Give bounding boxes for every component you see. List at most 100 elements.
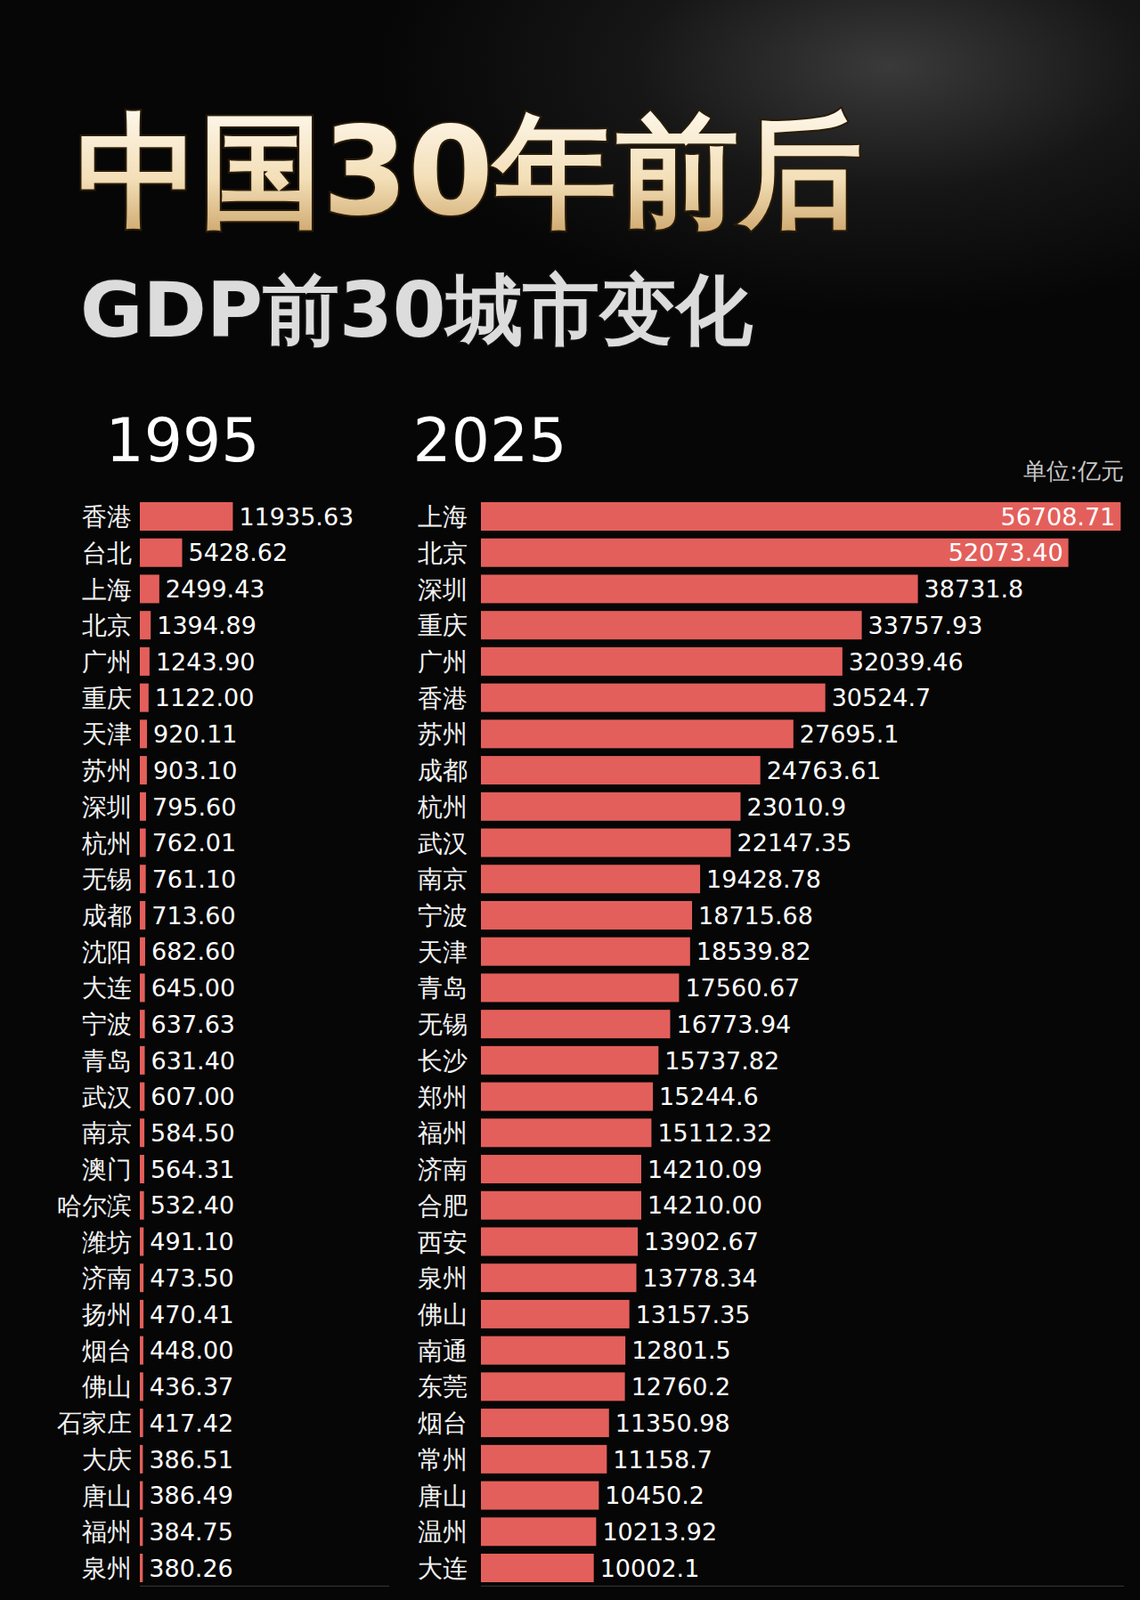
category-label: 苏州 [417, 719, 468, 750]
bar [139, 792, 147, 822]
category-label: 澳门 [81, 1155, 132, 1185]
bar [480, 684, 826, 713]
data-label: 32039.46 [848, 648, 964, 676]
bar [480, 1554, 595, 1583]
data-label: 15112.32 [657, 1119, 773, 1148]
data-label: 11935.63 [238, 503, 354, 531]
bar [480, 1009, 670, 1039]
category-label: 上海 [417, 502, 468, 532]
bar [480, 792, 741, 822]
data-label: 386.49 [148, 1482, 233, 1510]
data-label: 38731.8 [924, 575, 1025, 603]
bar [139, 937, 146, 967]
bar [480, 1191, 642, 1221]
category-label: 合肥 [417, 1191, 468, 1222]
data-label: 10213.92 [602, 1518, 717, 1547]
bar [139, 1191, 145, 1221]
bar [139, 684, 149, 713]
data-label: 14210.09 [647, 1156, 763, 1184]
category-label: 成都 [81, 901, 132, 931]
category-label: 潍坊 [81, 1228, 132, 1258]
data-label: 903.10 [153, 757, 237, 785]
bar [480, 1263, 637, 1293]
data-label: 22147.35 [737, 829, 853, 857]
category-label: 无锡 [81, 864, 132, 895]
category-label: 深圳 [81, 792, 132, 823]
data-label: 436.37 [149, 1373, 234, 1401]
bar [139, 901, 146, 930]
bar [480, 901, 693, 930]
category-label: 青岛 [81, 1046, 132, 1076]
data-label: 18539.82 [696, 937, 812, 966]
category-label: 广州 [81, 647, 132, 677]
labels: 香港11935.63台北5428.62上海2499.43北京1394.89广州1… [57, 502, 354, 1584]
category-label: 烟台 [81, 1336, 132, 1367]
category-label: 成都 [417, 756, 468, 786]
data-label: 1243.90 [155, 648, 256, 676]
data-label: 16773.94 [675, 1010, 791, 1039]
category-label: 南京 [81, 1118, 132, 1149]
category-label: 广州 [417, 647, 468, 677]
bar [139, 1046, 146, 1075]
data-label: 19428.78 [706, 865, 822, 894]
category-label: 杭州 [416, 792, 468, 823]
data-label: 13778.34 [643, 1264, 758, 1293]
data-label: 12801.5 [631, 1336, 732, 1365]
data-label: 2499.43 [165, 575, 266, 603]
bar [139, 1009, 146, 1039]
data-label: 532.40 [150, 1191, 235, 1220]
category-label: 重庆 [81, 684, 132, 714]
bar [139, 647, 150, 676]
bar [480, 1227, 638, 1256]
bar [139, 1482, 143, 1511]
bar [139, 719, 147, 749]
bar [480, 538, 1069, 568]
category-label: 东莞 [417, 1372, 468, 1402]
data-label: 713.60 [151, 902, 236, 930]
bar [139, 1372, 144, 1401]
data-label: 491.10 [149, 1228, 234, 1256]
bar [480, 1408, 610, 1438]
category-label: 大庆 [81, 1445, 132, 1475]
data-label: 795.60 [152, 793, 237, 822]
bar [480, 1517, 596, 1547]
data-label: 12760.2 [631, 1373, 732, 1401]
data-label: 448.00 [149, 1336, 234, 1365]
data-label: 33757.93 [868, 611, 984, 640]
category-label: 济南 [417, 1155, 468, 1185]
chart-title: 2025 [412, 405, 567, 476]
category-label: 福州 [417, 1118, 468, 1149]
data-label: 24763.61 [766, 757, 882, 785]
data-label: 23010.9 [746, 793, 847, 822]
category-label: 西安 [417, 1228, 468, 1258]
bar [480, 719, 794, 749]
chart-root: 中国30年前后GDP前30城市变化单位:亿元1995香港11935.63台北54… [0, 0, 1140, 1600]
category-label: 唐山 [81, 1482, 132, 1512]
data-label: 52073.40 [948, 538, 1064, 567]
bar [480, 1482, 599, 1511]
category-label: 杭州 [81, 829, 132, 859]
data-label: 11158.7 [612, 1446, 713, 1474]
data-label: 384.75 [148, 1518, 233, 1547]
labels: 上海56708.71北京52073.40深圳38731.8重庆33757.93广… [416, 502, 1116, 1584]
bar [480, 1372, 626, 1401]
category-label: 北京 [417, 538, 468, 569]
bar [139, 1445, 143, 1474]
axis-line [139, 1586, 390, 1588]
data-label: 417.42 [149, 1409, 234, 1438]
data-label: 682.60 [151, 937, 236, 966]
category-label: 天津 [81, 719, 132, 750]
category-label: 上海 [81, 575, 132, 605]
data-label: 18715.68 [698, 902, 814, 930]
data-label: 13157.35 [635, 1301, 751, 1329]
category-label: 唐山 [417, 1482, 468, 1512]
category-label: 石家庄 [57, 1408, 132, 1439]
category-label: 南京 [417, 864, 468, 895]
data-label: 1122.00 [154, 684, 255, 712]
data-label: 14210.00 [647, 1191, 763, 1220]
title: 中国30年前后 [76, 99, 863, 244]
bar [480, 973, 679, 1002]
category-label: 福州 [81, 1517, 132, 1548]
bar [139, 574, 160, 603]
data-label: 920.11 [153, 720, 237, 749]
